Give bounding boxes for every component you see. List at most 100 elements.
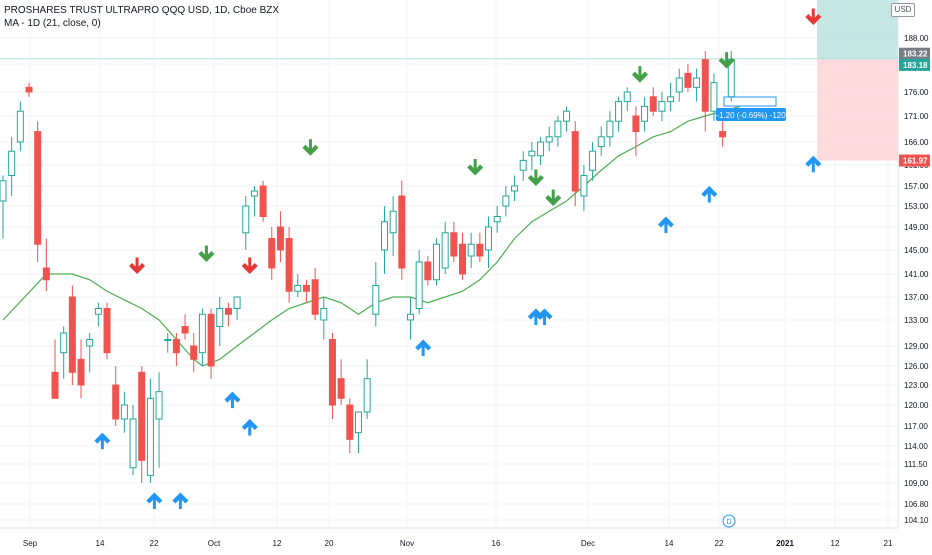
candle[interactable] [406,297,414,340]
candle[interactable] [146,378,154,483]
candle[interactable] [94,302,102,327]
candle[interactable] [528,142,536,171]
candle[interactable] [224,302,232,327]
candle[interactable] [294,274,302,297]
candle[interactable] [77,339,85,399]
candle[interactable] [502,186,510,217]
candle[interactable] [285,227,293,303]
candle[interactable] [42,238,50,292]
candle[interactable] [207,308,215,379]
price-axis[interactable]: 104.10 106.80 109.00 111.50 114.00 117.00 120.… [897,0,929,528]
candle[interactable] [250,186,258,217]
candle[interactable] [155,372,163,468]
candle[interactable] [372,262,380,327]
candle[interactable] [398,180,406,280]
candle[interactable] [511,175,519,202]
currency-badge[interactable]: USD [891,3,915,17]
candle[interactable] [459,232,467,280]
candle[interactable] [433,238,440,286]
candle[interactable] [554,116,562,147]
candle[interactable] [450,221,458,262]
candle[interactable] [597,126,605,156]
candle-body [16,110,24,143]
candle[interactable] [615,96,623,132]
candle[interactable] [537,136,545,165]
candle[interactable] [190,333,198,373]
candle[interactable] [120,391,128,433]
candle[interactable] [719,121,727,147]
candle[interactable] [563,106,571,132]
candle[interactable] [667,82,675,112]
time-axis[interactable]: Sep 14 22 Oct 12 20 Nov 16 Dec 14 22 2021 12 21 [0,527,898,548]
buy-arrow-icon [701,186,718,203]
candle[interactable] [138,366,146,483]
candle[interactable] [658,92,666,122]
candle[interactable] [302,279,310,303]
candle[interactable] [8,136,16,196]
candle[interactable] [675,68,683,102]
candle[interactable] [641,96,649,132]
candle[interactable] [354,411,362,454]
candle[interactable] [571,121,579,206]
candle[interactable] [649,87,657,116]
candle-body [224,308,232,315]
position-label-box[interactable] [716,108,786,121]
candle[interactable] [103,302,111,360]
candle[interactable] [363,359,371,419]
candle[interactable] [545,126,553,152]
candle[interactable] [467,232,475,268]
candle[interactable] [259,180,267,222]
candle[interactable] [25,82,33,97]
candle-body [129,418,137,469]
candle[interactable] [86,333,94,373]
candle[interactable] [112,366,120,426]
time-tick-label: Nov [400,539,414,548]
profit-zone[interactable] [817,0,898,59]
candle[interactable] [181,314,189,340]
candle[interactable] [216,297,224,346]
candle[interactable] [172,333,180,366]
candle[interactable] [346,398,354,454]
candle[interactable] [623,87,631,112]
candle[interactable] [328,333,336,419]
candle[interactable] [424,256,432,286]
candle[interactable] [0,175,7,239]
candle[interactable] [389,196,397,256]
candle[interactable] [580,165,588,212]
candle[interactable] [632,106,640,156]
candle[interactable] [16,101,24,152]
candle[interactable] [710,73,718,122]
candle[interactable] [337,359,345,405]
candle[interactable] [164,333,172,353]
candle[interactable] [242,196,250,250]
candle[interactable] [34,121,42,262]
candle[interactable] [693,68,701,102]
candle[interactable] [415,250,423,315]
candle[interactable] [701,51,709,132]
candle[interactable] [485,216,493,269]
candle[interactable] [68,285,76,386]
candle[interactable] [198,308,206,367]
candle[interactable] [51,339,59,399]
candle[interactable] [320,297,328,340]
candle[interactable] [276,211,284,262]
candle[interactable] [493,206,501,233]
loss-zone[interactable] [817,58,898,161]
candle[interactable] [233,296,241,320]
position-box[interactable] [723,96,777,107]
candle[interactable] [684,64,692,92]
candle[interactable] [60,326,68,379]
price-tick-label: 104.10 [904,516,929,525]
candle[interactable] [519,151,527,181]
candle[interactable] [589,142,597,181]
candle[interactable] [606,111,614,147]
candle[interactable] [268,227,276,280]
candle[interactable] [311,268,319,320]
candle[interactable] [441,221,449,274]
candle[interactable] [476,232,484,262]
candle[interactable] [129,405,137,476]
candle[interactable] [380,206,388,274]
dividend-marker-icon[interactable] [722,514,736,528]
